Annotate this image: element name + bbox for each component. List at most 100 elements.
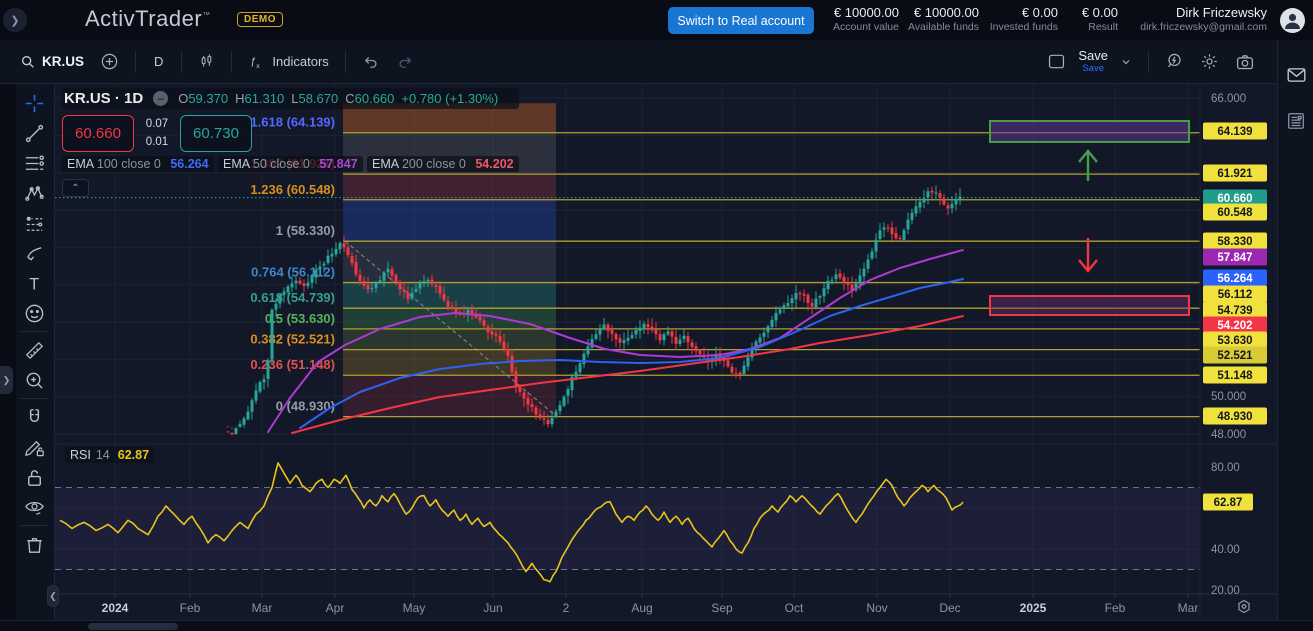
- price-badge: [1203, 269, 1267, 287]
- collapse-indicators-button[interactable]: ⌃: [62, 179, 89, 197]
- tool-drawing-lock[interactable]: [19, 432, 49, 462]
- screenshot-button[interactable]: [1227, 49, 1263, 75]
- price-axis[interactable]: 66.000 50.000 48.000 64.139 61.921 60.660 60.5…: [1203, 93, 1267, 441]
- time-axis-label: Oct: [785, 601, 804, 615]
- tool-emoji[interactable]: [19, 298, 49, 328]
- undo-icon: [364, 56, 377, 68]
- panel-icon: [1049, 54, 1065, 69]
- tool-zoom-in[interactable]: [19, 365, 49, 395]
- text-icon: T: [29, 275, 39, 293]
- change-readout: +0.780 (+1.30%): [401, 91, 499, 106]
- add-symbol-button[interactable]: [92, 48, 127, 75]
- time-axis[interactable]: 2024 Feb Mar Apr May Jun 2 Aug Sep Oct Nov Dec 2025 F…: [102, 594, 1199, 615]
- quick-trade-button[interactable]: [1157, 48, 1192, 75]
- undo-button[interactable]: [354, 49, 388, 75]
- rsi-axis-label: 80.00: [1211, 462, 1240, 474]
- ruler-icon: [25, 341, 43, 359]
- chart-info-overlay: KR.US · 1D − O59.370 H61.310 L58.670 C60…: [62, 88, 519, 197]
- stat-result: € 0.00 Result: [1081, 5, 1118, 33]
- sell-button[interactable]: 60.660: [62, 115, 134, 152]
- time-axis-label: 2024: [102, 601, 129, 615]
- indicator-legend-ema100[interactable]: EMA 100 close 0 56.264: [62, 156, 214, 172]
- switch-to-real-button[interactable]: Switch to Real account: [668, 7, 814, 34]
- settings-button[interactable]: [1192, 48, 1227, 75]
- time-axis-label: Nov: [866, 601, 887, 615]
- emoji-icon: [25, 304, 43, 322]
- price-axis-label: 50.000: [1211, 391, 1246, 403]
- svg-text:T: T: [29, 275, 39, 293]
- svg-text:61.921: 61.921: [1217, 168, 1253, 180]
- svg-text:57.847: 57.847: [1217, 252, 1252, 264]
- tool-crosshair[interactable]: [19, 88, 49, 118]
- tool-ruler[interactable]: [19, 335, 49, 365]
- fib-level-label: 0.382 (52.521): [250, 332, 335, 347]
- tool-fib-retracement[interactable]: [19, 148, 49, 178]
- indicators-button[interactable]: ƒ x Indicators: [240, 49, 336, 75]
- rsi-axis[interactable]: 80.00 40.00 20.00 62.87: [1203, 462, 1253, 597]
- price-axis-label: 48.000: [1211, 429, 1246, 441]
- top-bar: ❯ ActivTrader™ DEMO Switch to Real accou…: [0, 0, 1313, 40]
- tool-fib-channel[interactable]: [19, 208, 49, 238]
- brush-icon: [26, 246, 41, 261]
- time-axis-label: Mar: [1178, 601, 1199, 615]
- up-arrow[interactable]: [1078, 149, 1098, 181]
- sidebar-expander[interactable]: ❯: [0, 366, 13, 394]
- chevron-down-icon: [1122, 59, 1130, 64]
- save-menu-button[interactable]: [1112, 52, 1140, 72]
- tool-text[interactable]: T: [19, 268, 49, 298]
- scrollbar-thumb[interactable]: [88, 623, 178, 630]
- indicator-legend-ema50[interactable]: EMA 50 close 0 57.847: [218, 156, 363, 172]
- bottom-scroll-strip: [0, 620, 1313, 631]
- tool-lock-all[interactable]: [19, 462, 49, 492]
- chart-expander[interactable]: ❮: [47, 585, 59, 607]
- redo-button[interactable]: [388, 49, 422, 75]
- tool-hide-drawings[interactable]: [19, 492, 49, 522]
- tool-trend-line[interactable]: [19, 118, 49, 148]
- time-axis-label: Apr: [326, 601, 345, 615]
- messages-button[interactable]: [1278, 58, 1313, 92]
- avatar[interactable]: [1280, 8, 1305, 33]
- support-zone-rect[interactable]: [989, 295, 1190, 316]
- collapse-legend-icon[interactable]: −: [153, 91, 169, 106]
- ema-200-line: [291, 315, 964, 434]
- gear-icon: [1202, 54, 1217, 69]
- chart-type-button[interactable]: [190, 49, 223, 74]
- tool-remove-drawings[interactable]: [19, 529, 49, 559]
- tool-xabcd-pattern[interactable]: [19, 178, 49, 208]
- toolbar-divider: [135, 50, 137, 73]
- svg-text:53.630: 53.630: [1217, 335, 1252, 347]
- trademark: ™: [202, 10, 211, 20]
- rsi-line: [59, 462, 964, 583]
- fib-level-label: 1.618 (64.139): [250, 115, 335, 130]
- price-badge: [1203, 203, 1267, 221]
- magnet-icon: [29, 408, 39, 422]
- timeframe-button[interactable]: D: [154, 54, 164, 69]
- axis-settings-gear-icon[interactable]: [1238, 599, 1250, 614]
- buy-button[interactable]: 60.730: [180, 115, 252, 152]
- down-arrow[interactable]: [1078, 238, 1098, 273]
- collapse-topnav-icon[interactable]: ❯: [3, 8, 27, 32]
- target-zone-rect[interactable]: [989, 120, 1190, 143]
- time-axis-label: Mar: [252, 601, 273, 615]
- tool-brush[interactable]: [19, 238, 49, 268]
- price-badge: [1203, 331, 1267, 349]
- tool-magnet[interactable]: [19, 402, 49, 432]
- news-button[interactable]: [1278, 104, 1313, 138]
- layout-panel-button[interactable]: [1039, 49, 1074, 74]
- ohlc-readout: O59.370 H61.310 L58.670 C60.660 +0.780 (…: [178, 91, 499, 106]
- rsi-legend[interactable]: RSI 14 62.87: [65, 447, 155, 463]
- user-info[interactable]: Dirk Friczewsky dirk.friczewsky@gmail.co…: [1140, 5, 1267, 33]
- svg-text:54.739: 54.739: [1217, 305, 1252, 317]
- search-icon: [21, 55, 34, 68]
- svg-text:51.148: 51.148: [1217, 370, 1253, 382]
- rsi-axis-label: 40.00: [1211, 544, 1240, 556]
- indicator-legend-ema200[interactable]: EMA 200 close 0 54.202: [367, 156, 519, 172]
- save-button[interactable]: Save Save: [1078, 48, 1108, 75]
- symbol-search[interactable]: KR.US: [12, 50, 92, 74]
- right-rail: [1277, 40, 1313, 631]
- time-axis-label: Feb: [180, 601, 201, 615]
- toolbar-divider: [231, 50, 233, 73]
- demo-badge: DEMO: [237, 12, 283, 27]
